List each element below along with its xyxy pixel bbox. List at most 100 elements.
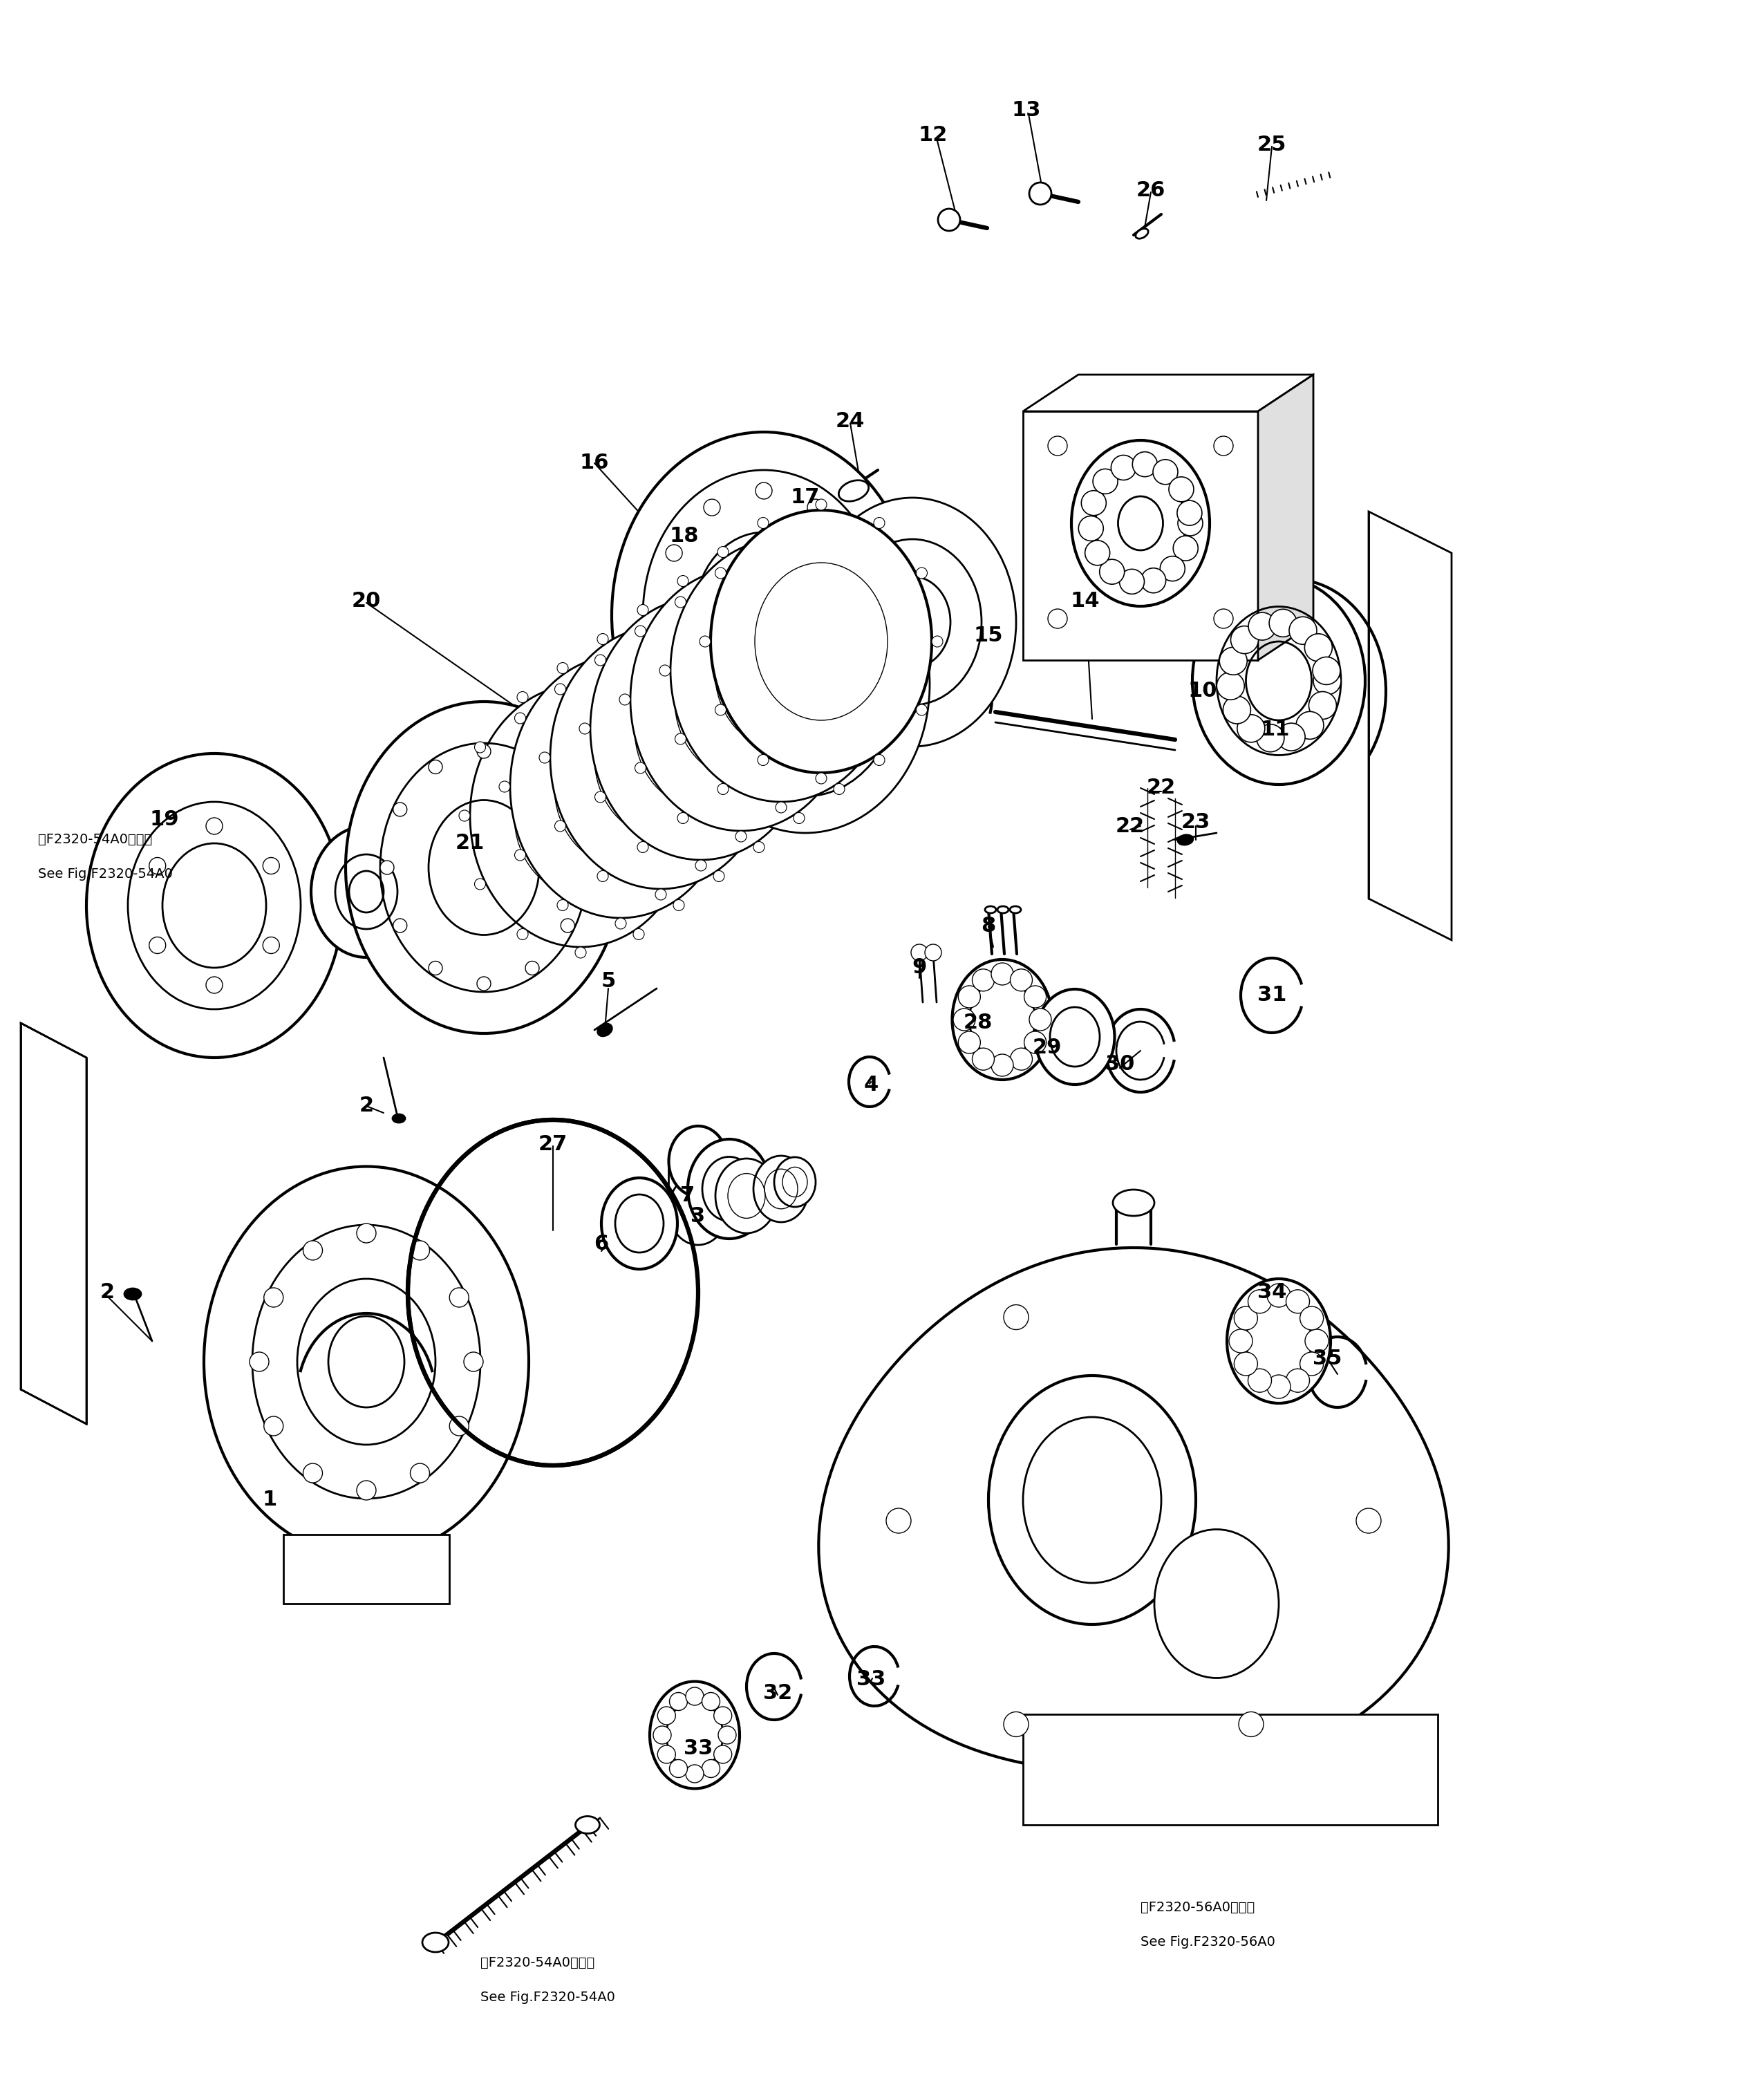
Circle shape bbox=[702, 1693, 720, 1711]
Text: 24: 24 bbox=[836, 412, 864, 433]
Circle shape bbox=[1230, 1329, 1252, 1352]
Circle shape bbox=[1297, 712, 1323, 739]
Circle shape bbox=[811, 722, 822, 735]
Circle shape bbox=[557, 899, 568, 911]
Circle shape bbox=[836, 626, 847, 636]
Circle shape bbox=[616, 645, 626, 655]
Text: 30: 30 bbox=[1104, 1054, 1134, 1075]
Circle shape bbox=[1141, 567, 1166, 592]
Text: 25: 25 bbox=[1258, 134, 1286, 155]
Circle shape bbox=[718, 546, 729, 556]
Ellipse shape bbox=[310, 825, 422, 958]
Circle shape bbox=[654, 888, 667, 901]
Circle shape bbox=[1025, 985, 1046, 1008]
Circle shape bbox=[1305, 1329, 1328, 1352]
Circle shape bbox=[1286, 1369, 1309, 1392]
Circle shape bbox=[1161, 556, 1185, 582]
Circle shape bbox=[695, 586, 706, 596]
Circle shape bbox=[1247, 1369, 1272, 1392]
Ellipse shape bbox=[716, 1159, 778, 1233]
Circle shape bbox=[834, 546, 845, 556]
Ellipse shape bbox=[838, 481, 868, 502]
Circle shape bbox=[753, 605, 764, 615]
Circle shape bbox=[677, 813, 688, 823]
Circle shape bbox=[1214, 437, 1233, 456]
Text: 32: 32 bbox=[764, 1684, 792, 1703]
Text: See Fig.F2320-56A0: See Fig.F2320-56A0 bbox=[1141, 1936, 1275, 1949]
Circle shape bbox=[303, 1241, 323, 1260]
Circle shape bbox=[686, 1686, 704, 1705]
Circle shape bbox=[796, 655, 806, 666]
Circle shape bbox=[575, 674, 586, 685]
Text: 4: 4 bbox=[864, 1075, 878, 1096]
Circle shape bbox=[852, 693, 863, 706]
Circle shape bbox=[1177, 500, 1201, 525]
Text: 第F2320-54A0図参照: 第F2320-54A0図参照 bbox=[480, 1957, 594, 1970]
Text: 8: 8 bbox=[981, 916, 997, 937]
Ellipse shape bbox=[808, 498, 1016, 746]
Circle shape bbox=[674, 664, 684, 674]
Circle shape bbox=[938, 208, 960, 231]
Circle shape bbox=[1312, 657, 1341, 685]
Ellipse shape bbox=[997, 907, 1009, 914]
Circle shape bbox=[554, 821, 566, 832]
Circle shape bbox=[1048, 609, 1067, 628]
Text: 第F2320-54A0図参照: 第F2320-54A0図参照 bbox=[39, 834, 152, 846]
Ellipse shape bbox=[630, 569, 852, 832]
Circle shape bbox=[815, 500, 827, 510]
Circle shape bbox=[676, 733, 686, 746]
Text: 35: 35 bbox=[1312, 1348, 1342, 1369]
Ellipse shape bbox=[649, 1682, 739, 1789]
Ellipse shape bbox=[953, 960, 1053, 1079]
Ellipse shape bbox=[1228, 1279, 1330, 1403]
Circle shape bbox=[808, 714, 824, 731]
Circle shape bbox=[991, 964, 1013, 985]
Circle shape bbox=[464, 1352, 483, 1371]
Circle shape bbox=[206, 976, 222, 993]
Circle shape bbox=[776, 802, 787, 813]
Circle shape bbox=[859, 607, 875, 624]
Circle shape bbox=[1277, 722, 1305, 752]
Circle shape bbox=[1094, 468, 1118, 493]
Circle shape bbox=[676, 596, 686, 607]
Circle shape bbox=[1085, 540, 1110, 565]
Circle shape bbox=[704, 714, 720, 731]
Circle shape bbox=[356, 1224, 376, 1243]
Text: 11: 11 bbox=[1261, 718, 1289, 739]
Circle shape bbox=[808, 500, 824, 517]
Circle shape bbox=[1011, 1048, 1032, 1071]
Circle shape bbox=[637, 842, 649, 853]
Circle shape bbox=[1111, 456, 1136, 481]
Ellipse shape bbox=[681, 536, 930, 834]
Circle shape bbox=[1249, 613, 1275, 640]
Text: 28: 28 bbox=[963, 1012, 993, 1033]
Circle shape bbox=[1048, 437, 1067, 456]
Circle shape bbox=[249, 1352, 268, 1371]
Circle shape bbox=[1132, 452, 1157, 477]
Circle shape bbox=[702, 1760, 720, 1777]
Circle shape bbox=[526, 760, 540, 775]
Ellipse shape bbox=[1113, 1189, 1154, 1216]
Text: See Fig.F2320-54A0: See Fig.F2320-54A0 bbox=[39, 867, 173, 880]
Circle shape bbox=[1247, 1289, 1272, 1312]
Circle shape bbox=[755, 685, 767, 695]
Circle shape bbox=[815, 773, 827, 783]
Circle shape bbox=[658, 1745, 676, 1764]
Circle shape bbox=[972, 968, 995, 991]
Circle shape bbox=[891, 666, 903, 676]
Text: 31: 31 bbox=[1258, 985, 1286, 1006]
Circle shape bbox=[1011, 968, 1032, 991]
Ellipse shape bbox=[1154, 1529, 1279, 1678]
Circle shape bbox=[411, 1241, 430, 1260]
Text: See Fig.F2320-54A0: See Fig.F2320-54A0 bbox=[480, 1991, 616, 2003]
Polygon shape bbox=[1258, 374, 1314, 659]
Circle shape bbox=[916, 704, 928, 716]
Ellipse shape bbox=[753, 1155, 808, 1222]
Ellipse shape bbox=[602, 1178, 677, 1268]
Ellipse shape bbox=[711, 510, 931, 773]
Ellipse shape bbox=[669, 1126, 727, 1197]
Circle shape bbox=[381, 861, 393, 874]
Circle shape bbox=[554, 685, 566, 695]
Circle shape bbox=[755, 731, 773, 748]
Circle shape bbox=[676, 741, 686, 752]
